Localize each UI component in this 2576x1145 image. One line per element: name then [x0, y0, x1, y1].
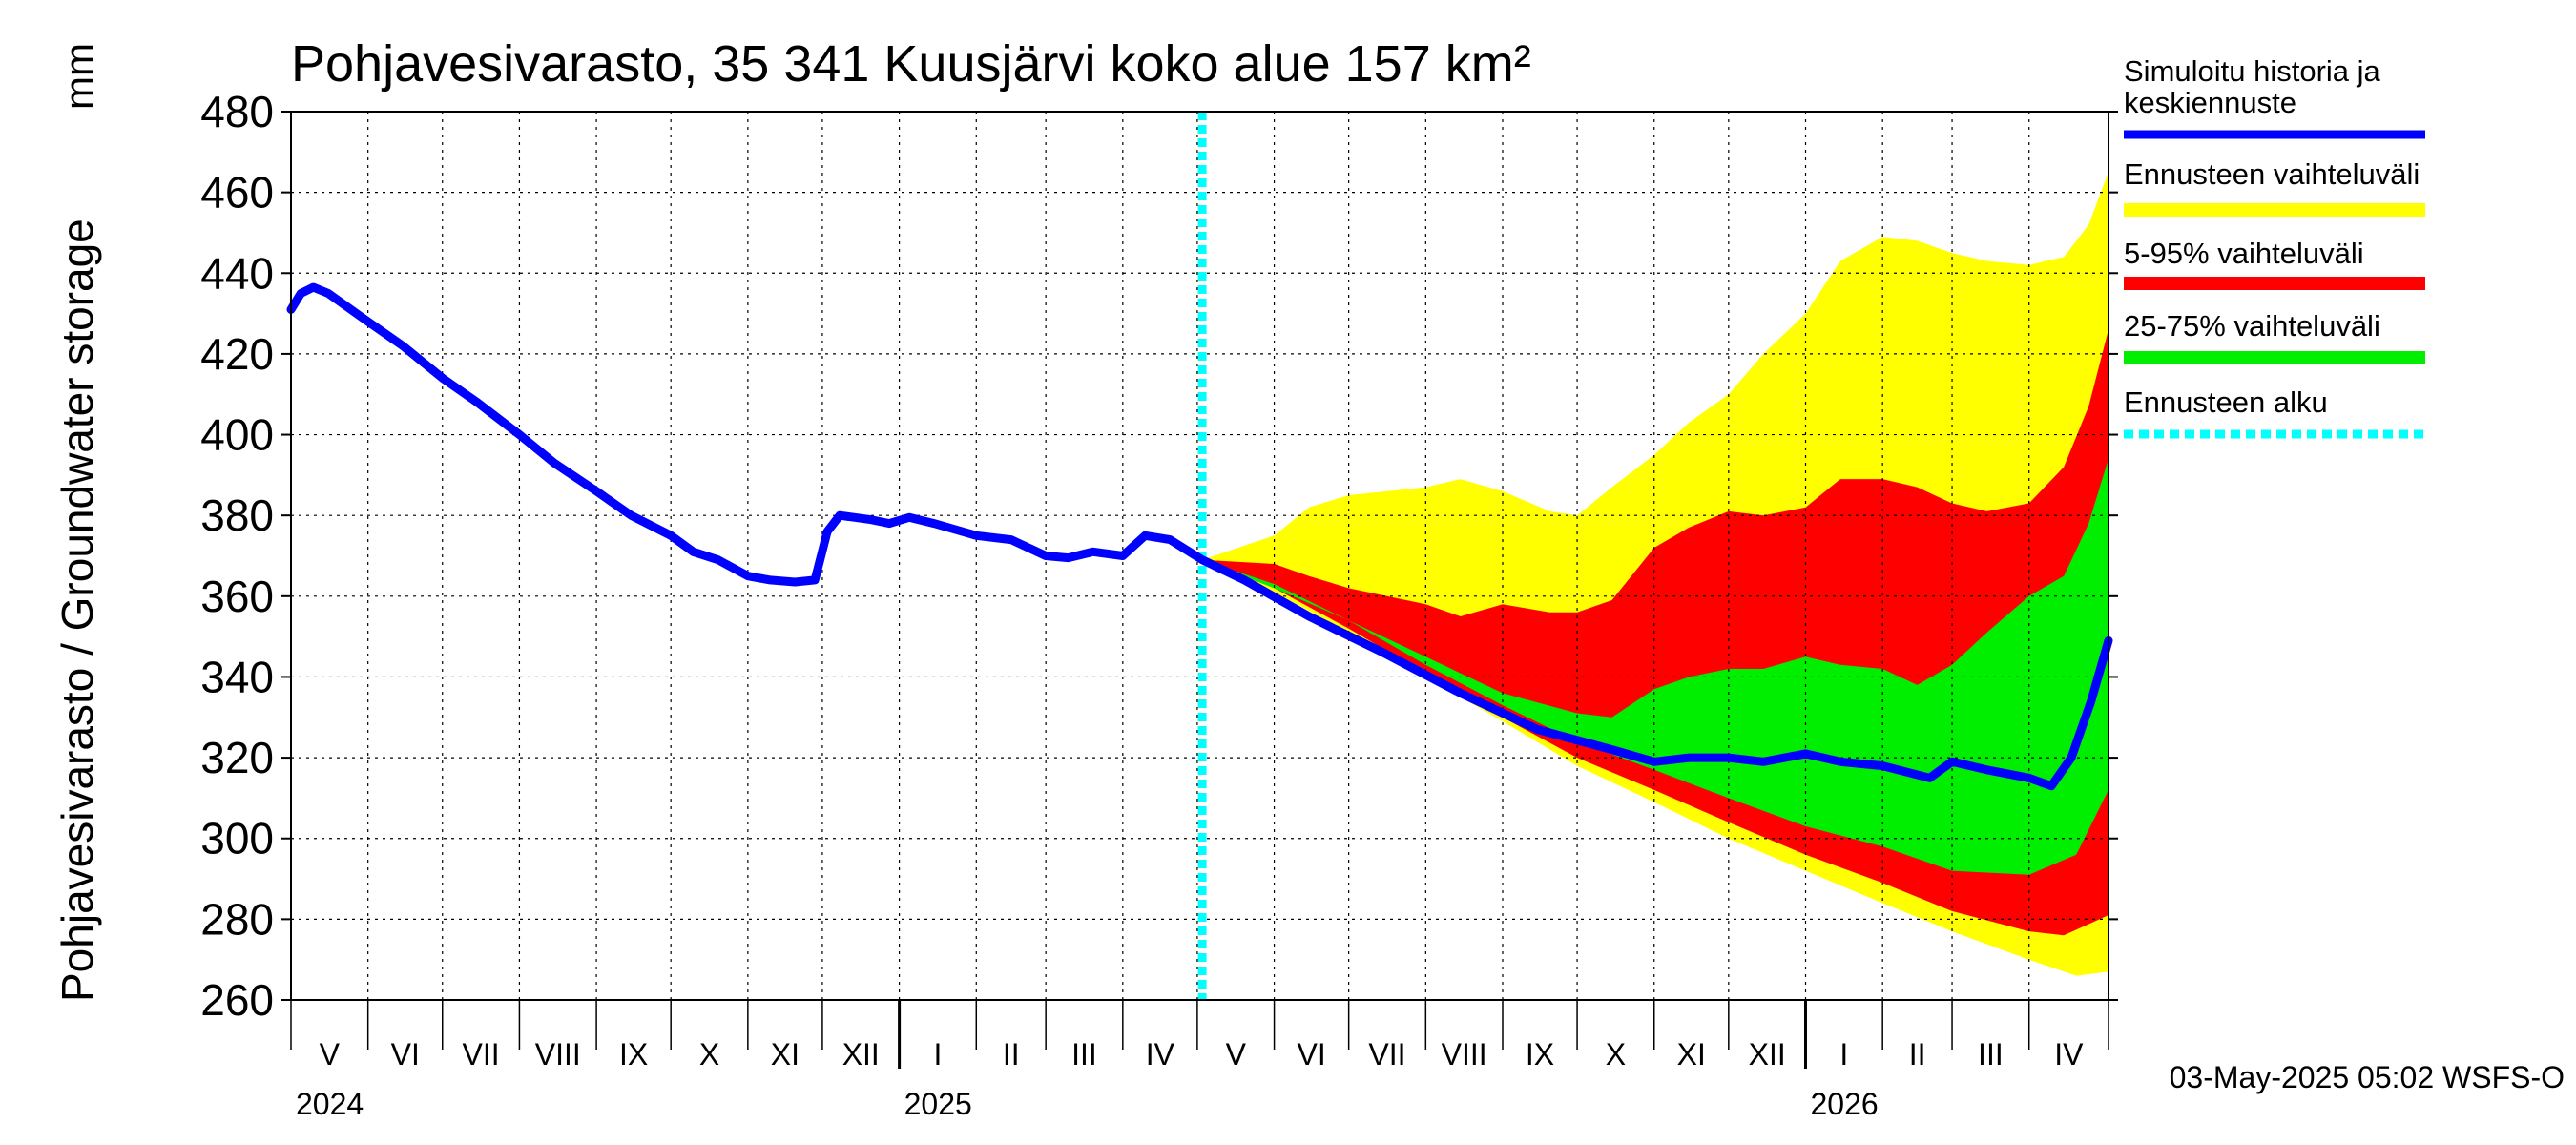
x-axis: V VI VII VIII IX X XI XII I II III IV V VI VII VIII IX X X… [290, 1000, 2109, 1121]
legend-label: 5-95% vaihteluväli [2124, 237, 2364, 270]
month-label: VI [391, 1037, 420, 1072]
legend-label: Simuloitu historia ja keskiennuste [2124, 54, 2381, 119]
y-axis-unit: mm [56, 43, 101, 110]
y-tick-label: 440 [200, 248, 274, 298]
series-lines [286, 112, 2113, 1000]
y-tick-label: 460 [200, 168, 274, 218]
mean-series-line [286, 282, 2113, 791]
month-label: II [1909, 1037, 1926, 1072]
month-label: V [1226, 1037, 1247, 1072]
month-label: XI [771, 1037, 800, 1072]
month-label: IX [619, 1037, 648, 1072]
month-label: IX [1526, 1037, 1554, 1072]
forecast-bands [1202, 172, 2109, 976]
month-label: X [699, 1037, 719, 1072]
legend-label: Ennusteen alku [2124, 385, 2328, 419]
month-label: III [1071, 1037, 1097, 1072]
plot-frame [290, 111, 2109, 1001]
y-tick-label: 280 [200, 894, 274, 944]
month-label: VIII [1442, 1037, 1487, 1072]
y-tick-label: 400 [200, 410, 274, 460]
chart-title: Pohjavesivarasto, 35 341 Kuusjärvi koko … [291, 35, 1531, 93]
year-label: 2026 [1811, 1087, 1879, 1121]
y-tick-label: 320 [200, 733, 274, 782]
y-axis-label: Pohjavesivarasto / Groundwater storage [52, 219, 102, 1002]
month-label: V [320, 1037, 341, 1072]
month-label: VII [463, 1037, 500, 1072]
month-label: IV [2054, 1037, 2084, 1072]
month-label: XII [842, 1037, 880, 1072]
year-label: 2025 [904, 1087, 972, 1121]
month-label: XI [1677, 1037, 1706, 1072]
y-tick-label: 300 [200, 814, 274, 864]
timestamp: 03-May-2025 05:02 WSFS-O [2170, 1060, 2565, 1094]
y-tick-label: 420 [200, 329, 274, 379]
year-label: 2024 [296, 1087, 364, 1121]
y-tick-label: 380 [200, 490, 274, 540]
month-label: VI [1297, 1037, 1325, 1072]
legend-label: 25-75% vaihteluväli [2124, 309, 2380, 343]
month-label: III [1978, 1037, 2004, 1072]
legend: Simuloitu historia ja keskiennuste Ennuste… [2124, 54, 2425, 439]
y-tick-label: 340 [200, 652, 274, 701]
month-label: X [1606, 1037, 1626, 1072]
y-tick-label: 480 [200, 87, 274, 136]
month-label: IV [1146, 1037, 1175, 1072]
month-label: I [933, 1037, 942, 1072]
month-label: XII [1749, 1037, 1786, 1072]
month-label: II [1003, 1037, 1020, 1072]
y-axis: 260 280 300 320 340 360 380 400 420 440 460 480 [200, 87, 2118, 1025]
month-label: VII [1368, 1037, 1405, 1072]
legend-label: Ennusteen vaihteluväli [2124, 157, 2420, 191]
y-tick-label: 360 [200, 572, 274, 621]
month-label: VIII [535, 1037, 581, 1072]
month-label: I [1839, 1037, 1848, 1072]
band-2 [1202, 458, 2109, 875]
y-tick-label: 260 [200, 975, 274, 1025]
